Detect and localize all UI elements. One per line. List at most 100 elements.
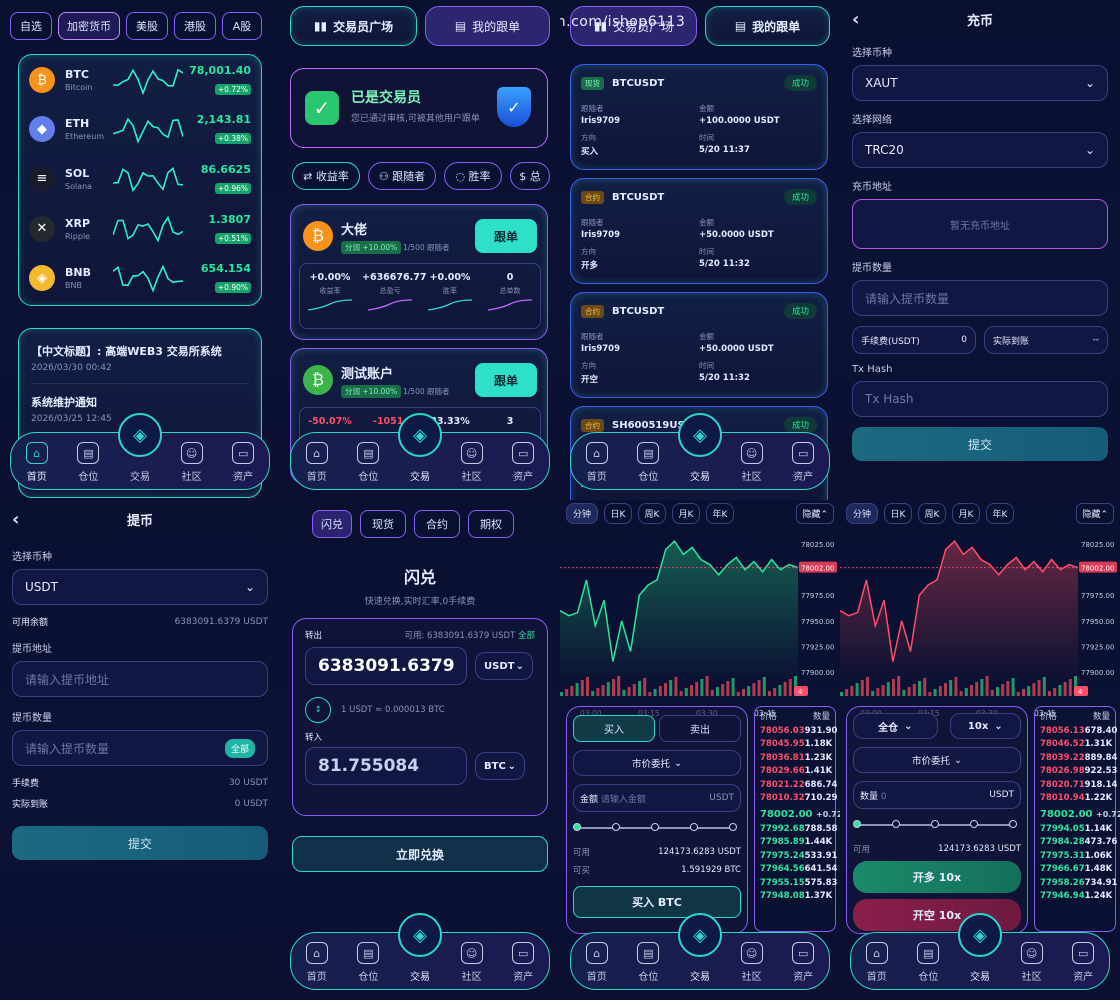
ask-row[interactable]: 78020.71 918.14 <box>1040 779 1117 793</box>
hide-chart-button[interactable]: 隐藏⌃ <box>796 502 834 524</box>
nav-community[interactable]: ☺ 社区 <box>452 442 492 483</box>
trade-center-icon[interactable]: ◈ <box>118 413 162 457</box>
bid-row[interactable]: 77955.15 575.83 <box>760 877 837 891</box>
bid-row[interactable]: 77975.24 533.91 <box>760 850 837 864</box>
network-select[interactable]: TRC20 ⌄ <box>852 132 1108 168</box>
nav-home[interactable]: ⌂ 首页 <box>297 442 337 483</box>
nav-assets[interactable]: ▭ 资产 <box>503 442 543 483</box>
nav-trade[interactable]: 交易 <box>120 446 160 483</box>
ask-row[interactable]: 78010.94 1.22K <box>1040 792 1112 806</box>
news-title[interactable]: 【中文标题】: 高端WEB3 交易所系统 <box>31 345 222 358</box>
period-tab[interactable]: 月K <box>672 502 700 524</box>
period-tab[interactable]: 周K <box>638 502 666 524</box>
nav-community[interactable]: ☺ 社区 <box>1012 942 1052 983</box>
nav-community[interactable]: ☺ 社区 <box>732 942 772 983</box>
nav-community[interactable]: ☺ 社区 <box>732 442 772 483</box>
follow-order-card[interactable]: 合约 BTCUSDT 成功 跟随者 Iris9709 金额 +50.0000 USDT 方向开… <box>570 292 828 398</box>
trade-center-icon[interactable]: ◈ <box>958 913 1002 957</box>
leverage-select[interactable]: 10x ⌄ <box>949 713 1021 739</box>
quantity-input[interactable]: 请输入提币数量 <box>852 280 1108 316</box>
nav-home[interactable]: ⌂ 首页 <box>577 442 617 483</box>
nav-position[interactable]: ▤ 仓位 <box>348 942 388 983</box>
nav-assets[interactable]: ▭ 资产 <box>1063 942 1103 983</box>
slider-stop[interactable] <box>612 823 620 831</box>
price-chart[interactable]: 78025.00 78002.00 77975.00 77950.00 77925.00… <box>840 526 1120 716</box>
bid-row[interactable]: 77966.67 1.48K <box>1040 863 1112 877</box>
bid-row[interactable]: 77992.68 788.58 <box>760 823 837 837</box>
all-button[interactable]: 全部 <box>224 738 255 758</box>
ask-row[interactable]: 78056.13 678.40 <box>1040 725 1117 739</box>
tab-options[interactable]: 期权 <box>468 510 514 538</box>
ask-row[interactable]: 78029.66 1.41K <box>760 765 832 779</box>
buy-button[interactable]: 买入 BTC <box>573 886 741 918</box>
nav-community[interactable]: ☺ 社区 <box>172 442 212 483</box>
period-tab[interactable]: 分钟 <box>846 502 878 524</box>
nav-home[interactable]: ⌂ 首页 <box>857 942 897 983</box>
filter-winrate[interactable]: ◌ 胜率 <box>444 162 502 190</box>
margin-mode-select[interactable]: 全仓 ⌄ <box>853 713 938 739</box>
tab-a-stock[interactable]: A股 <box>222 12 262 40</box>
ask-row[interactable]: 78010.32 710.29 <box>760 792 837 806</box>
nav-assets[interactable]: ▭ 资产 <box>783 442 823 483</box>
nav-trade[interactable]: 交易 <box>680 446 720 483</box>
hide-chart-button[interactable]: 隐藏⌃ <box>1076 502 1114 524</box>
address-input[interactable]: 请输入提币地址 <box>12 661 268 697</box>
deposit-address[interactable]: 暂无充币地址 <box>852 199 1108 249</box>
in-coin-select[interactable]: BTC ⌄ <box>475 752 525 780</box>
slider-stop[interactable] <box>1009 820 1017 828</box>
ask-row[interactable]: 78021.22 686.74 <box>760 779 837 793</box>
back-icon[interactable]: ‹ <box>12 508 20 530</box>
nav-home[interactable]: ⌂ 首页 <box>17 442 57 483</box>
tab-trader-square[interactable]: ▮▮ 交易员广场 <box>570 6 697 46</box>
bid-row[interactable]: 77958.26 734.91 <box>1040 877 1117 891</box>
trade-center-icon[interactable]: ◈ <box>678 913 722 957</box>
buy-tab[interactable]: 买入 <box>573 715 655 742</box>
amount-input[interactable]: 金额 请输入金额 USDT <box>573 784 741 812</box>
nav-position[interactable]: ▤ 仓位 <box>348 442 388 483</box>
slider-stop[interactable] <box>853 820 861 828</box>
period-tab[interactable]: 月K <box>952 502 980 524</box>
nav-home[interactable]: ⌂ 首页 <box>297 942 337 983</box>
nav-assets[interactable]: ▭ 资产 <box>783 942 823 983</box>
ask-row[interactable]: 78039.22 889.84 <box>1040 752 1117 766</box>
coin-row[interactable]: ₿ BTC Bitcoin 78,001.40 +0.72% <box>19 55 261 105</box>
bid-row[interactable]: 77994.05 1.14K <box>1040 823 1112 837</box>
tab-crypto[interactable]: 加密货币 <box>58 12 120 40</box>
tab-us-stock[interactable]: 美股 <box>126 12 168 40</box>
quantity-input[interactable]: 请输入提币数量 全部 <box>12 730 268 766</box>
open-long-button[interactable]: 开多 10x <box>853 861 1021 893</box>
quantity-input[interactable]: 数量 0 USDT <box>853 781 1021 809</box>
coin-row[interactable]: ≡ SOL Solana 86.6625 +0.96% <box>19 154 261 204</box>
nav-trade[interactable]: 交易 <box>400 946 440 983</box>
slider-stop[interactable] <box>892 820 900 828</box>
filter-followers[interactable]: ⚇ 跟随者 <box>368 162 436 190</box>
back-icon[interactable]: ‹ <box>852 8 860 30</box>
trade-center-icon[interactable]: ◈ <box>678 413 722 457</box>
bid-row[interactable]: 77946.94 1.24K <box>1040 890 1112 904</box>
period-tab[interactable]: 年K <box>706 502 734 524</box>
tab-spot[interactable]: 现货 <box>360 510 406 538</box>
ask-row[interactable]: 78046.52 1.31K <box>1040 738 1112 752</box>
nav-position[interactable]: ▤ 仓位 <box>68 442 108 483</box>
submit-button[interactable]: 提交 <box>12 826 268 860</box>
ask-row[interactable]: 78045.95 1.18K <box>760 738 832 752</box>
slider-stop[interactable] <box>970 820 978 828</box>
bid-row[interactable]: 77985.89 1.44K <box>760 836 832 850</box>
order-type-select[interactable]: 市价委托 ⌄ <box>853 747 1021 773</box>
coin-row[interactable]: ◈ BNB BNB 654.154 +0.90% <box>19 253 261 303</box>
order-type-select[interactable]: 市价委托 ⌄ <box>573 750 741 776</box>
slider-stop[interactable] <box>651 823 659 831</box>
period-tab[interactable]: 分钟 <box>566 502 598 524</box>
nav-assets[interactable]: ▭ 资产 <box>223 442 263 483</box>
slider-stop[interactable] <box>573 823 581 831</box>
coin-select[interactable]: USDT ⌄ <box>12 569 268 605</box>
nav-trade[interactable]: 交易 <box>680 946 720 983</box>
swap-direction-icon[interactable]: ↕ <box>305 697 331 723</box>
period-tab[interactable]: 日K <box>884 502 912 524</box>
follow-button[interactable]: 跟单 <box>475 219 537 253</box>
out-amount-input[interactable]: 6383091.6379 <box>305 647 467 685</box>
sell-tab[interactable]: 卖出 <box>659 715 741 742</box>
ask-row[interactable]: 78026.98 922.53 <box>1040 765 1117 779</box>
news-title[interactable]: 系统维护通知 <box>31 396 97 409</box>
amount-slider[interactable] <box>573 818 741 838</box>
